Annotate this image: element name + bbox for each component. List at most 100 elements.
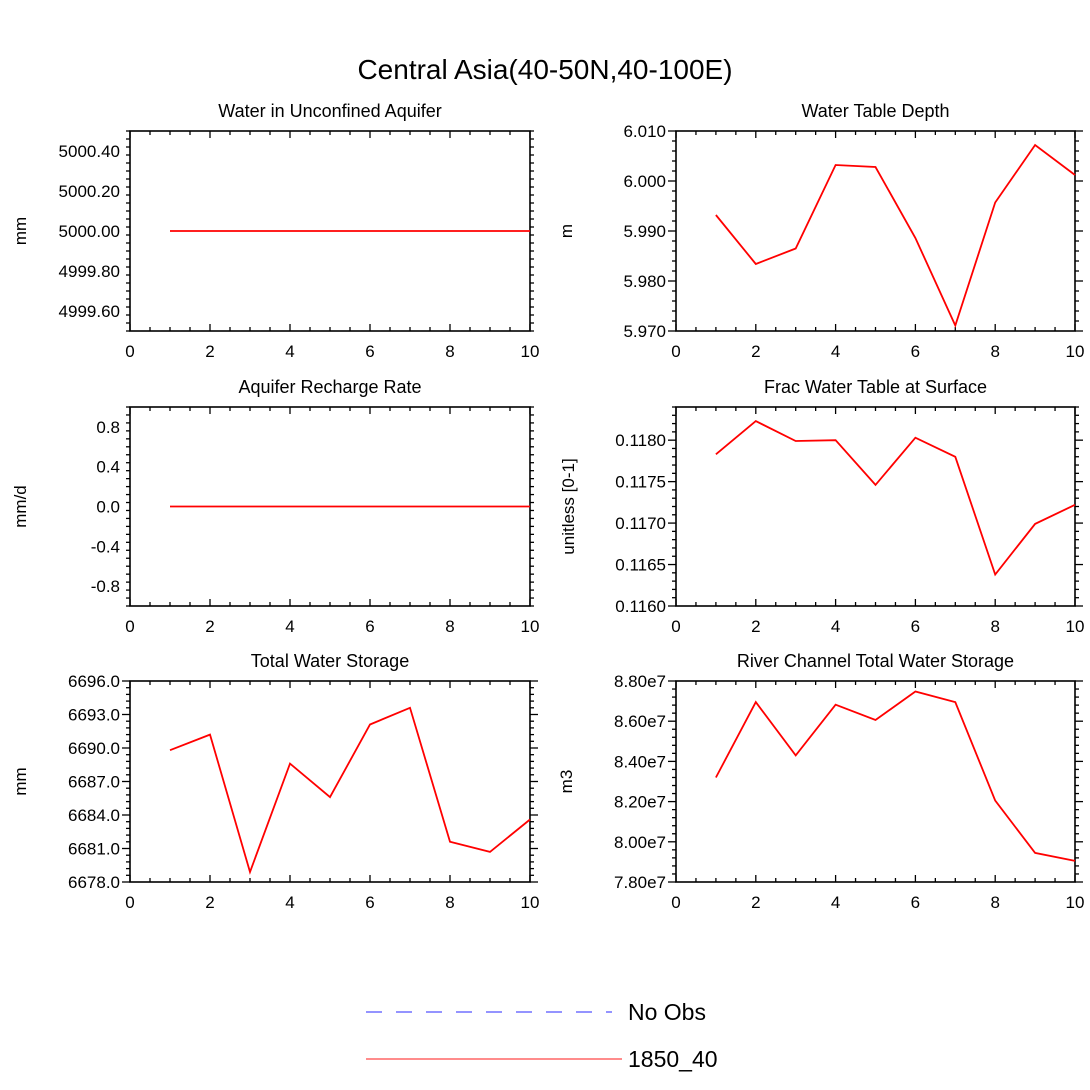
y-tick-label: 4999.80 bbox=[59, 262, 120, 281]
y-tick-label: 8.00e7 bbox=[614, 833, 666, 852]
x-tick-label: 10 bbox=[521, 617, 540, 636]
y-tick-label: 5000.20 bbox=[59, 182, 120, 201]
y-tick-label: 4999.60 bbox=[59, 302, 120, 321]
y-axis-label: mm bbox=[11, 767, 30, 795]
series-line bbox=[715, 420, 1076, 577]
x-tick-label: 2 bbox=[751, 342, 760, 361]
panel-title: Aquifer Recharge Rate bbox=[238, 377, 421, 397]
y-tick-label: 5000.40 bbox=[59, 142, 120, 161]
y-axis-label: mm bbox=[11, 217, 30, 245]
y-tick-label: 6693.0 bbox=[68, 706, 120, 725]
y-tick-label: 0.1160 bbox=[615, 597, 666, 616]
y-tick-label: 6696.0 bbox=[68, 672, 120, 691]
x-tick-label: 0 bbox=[125, 617, 134, 636]
y-tick-label: 6687.0 bbox=[68, 773, 120, 792]
x-tick-label: 8 bbox=[445, 617, 454, 636]
x-tick-label: 8 bbox=[990, 893, 999, 912]
y-tick-label: 8.20e7 bbox=[614, 793, 666, 812]
x-tick-label: 6 bbox=[911, 342, 920, 361]
y-tick-label: 0.1175 bbox=[615, 473, 666, 492]
y-tick-label: 0.1180 bbox=[615, 431, 666, 450]
y-tick-label: 8.40e7 bbox=[614, 752, 666, 771]
panel-title: River Channel Total Water Storage bbox=[737, 651, 1014, 671]
x-tick-label: 6 bbox=[365, 893, 374, 912]
x-tick-label: 10 bbox=[1066, 342, 1085, 361]
y-tick-label: 8.80e7 bbox=[614, 672, 666, 691]
x-tick-label: 2 bbox=[205, 893, 214, 912]
y-tick-label: 6678.0 bbox=[68, 873, 120, 892]
series-line bbox=[169, 706, 531, 875]
y-axis-label: m3 bbox=[557, 770, 576, 794]
x-tick-label: 2 bbox=[205, 617, 214, 636]
y-tick-label: 6.010 bbox=[623, 122, 666, 141]
y-tick-label: 6690.0 bbox=[68, 739, 120, 758]
panel-1: Water Table Depth m 0 2 4 6 8 10 5.970 5.980 5.990… bbox=[557, 101, 1084, 361]
y-tick-label: 5.970 bbox=[623, 322, 666, 341]
panel-4: Total Water Storage mm 0 2 4 6 8 10 6678.0 6681.0… bbox=[11, 651, 539, 912]
x-tick-label: 8 bbox=[445, 893, 454, 912]
y-axis-label: mm/d bbox=[11, 485, 30, 528]
y-tick-label: 5000.00 bbox=[59, 222, 120, 241]
x-tick-label: 6 bbox=[365, 617, 374, 636]
x-tick-label: 4 bbox=[831, 893, 840, 912]
legend-label-1850-40: 1850_40 bbox=[628, 1046, 718, 1072]
plot-frame bbox=[675, 680, 1076, 883]
y-tick-label: -0.8 bbox=[91, 577, 120, 596]
x-tick-label: 10 bbox=[521, 893, 540, 912]
plot-frame bbox=[675, 130, 1076, 332]
x-tick-label: 0 bbox=[125, 893, 134, 912]
y-tick-label: 0.4 bbox=[96, 458, 120, 477]
x-tick-label: 4 bbox=[285, 342, 294, 361]
y-tick-label: 5.980 bbox=[623, 272, 666, 291]
series-line bbox=[715, 690, 1076, 862]
panel-5: River Channel Total Water Storage m3 0 2 4 6 8… bbox=[557, 651, 1084, 912]
x-tick-label: 2 bbox=[205, 342, 214, 361]
x-tick-label: 10 bbox=[1066, 617, 1085, 636]
x-tick-label: 6 bbox=[911, 893, 920, 912]
y-tick-label: 0.8 bbox=[96, 418, 120, 437]
y-tick-label: 6684.0 bbox=[68, 806, 120, 825]
series-line bbox=[715, 143, 1076, 328]
x-tick-label: 8 bbox=[445, 342, 454, 361]
y-axis-label: unitless [0-1] bbox=[559, 458, 578, 554]
x-tick-label: 0 bbox=[125, 342, 134, 361]
x-tick-label: 2 bbox=[751, 893, 760, 912]
x-tick-label: 10 bbox=[521, 342, 540, 361]
x-tick-label: 0 bbox=[671, 342, 680, 361]
y-tick-label: 8.60e7 bbox=[614, 712, 666, 731]
x-tick-label: 4 bbox=[285, 617, 294, 636]
panel-2: Aquifer Recharge Rate mm/d 0 2 4 6 8 10 -0.8 -0.4… bbox=[11, 377, 539, 636]
y-axis-label: m bbox=[557, 224, 576, 238]
panel-title: Water Table Depth bbox=[801, 101, 949, 121]
x-tick-label: 4 bbox=[285, 893, 294, 912]
legend: No Obs 1850_40 bbox=[366, 999, 718, 1072]
panel-0: Water in Unconfined Aquifer mm 0 2 4 6 8 10 4999… bbox=[11, 101, 539, 361]
y-tick-label: 7.80e7 bbox=[614, 873, 666, 892]
y-tick-label: 6.000 bbox=[623, 172, 666, 191]
y-tick-label: 0.1170 bbox=[615, 514, 666, 533]
y-tick-label: 0.0 bbox=[96, 498, 120, 517]
x-tick-label: 4 bbox=[831, 617, 840, 636]
x-tick-label: 4 bbox=[831, 342, 840, 361]
y-tick-label: 6681.0 bbox=[68, 840, 120, 859]
y-tick-label: -0.4 bbox=[91, 537, 120, 556]
x-tick-label: 0 bbox=[671, 893, 680, 912]
x-tick-label: 6 bbox=[365, 342, 374, 361]
panel-title: Water in Unconfined Aquifer bbox=[218, 101, 441, 121]
y-tick-label: 5.990 bbox=[623, 222, 666, 241]
panel-title: Total Water Storage bbox=[251, 651, 409, 671]
main-title: Central Asia(40-50N,40-100E) bbox=[357, 54, 732, 85]
panel-title: Frac Water Table at Surface bbox=[764, 377, 987, 397]
x-tick-label: 8 bbox=[990, 342, 999, 361]
panels: Water in Unconfined Aquifer mm 0 2 4 6 8 10 4999… bbox=[11, 101, 1084, 912]
x-tick-label: 10 bbox=[1066, 893, 1085, 912]
plot-frame bbox=[129, 680, 531, 883]
x-tick-label: 2 bbox=[751, 617, 760, 636]
panel-3: Frac Water Table at Surface unitless [0-1… bbox=[559, 377, 1084, 636]
x-tick-label: 0 bbox=[671, 617, 680, 636]
x-tick-label: 6 bbox=[911, 617, 920, 636]
x-tick-label: 8 bbox=[990, 617, 999, 636]
legend-label-no-obs: No Obs bbox=[628, 999, 706, 1025]
y-tick-label: 0.1165 bbox=[615, 556, 666, 575]
